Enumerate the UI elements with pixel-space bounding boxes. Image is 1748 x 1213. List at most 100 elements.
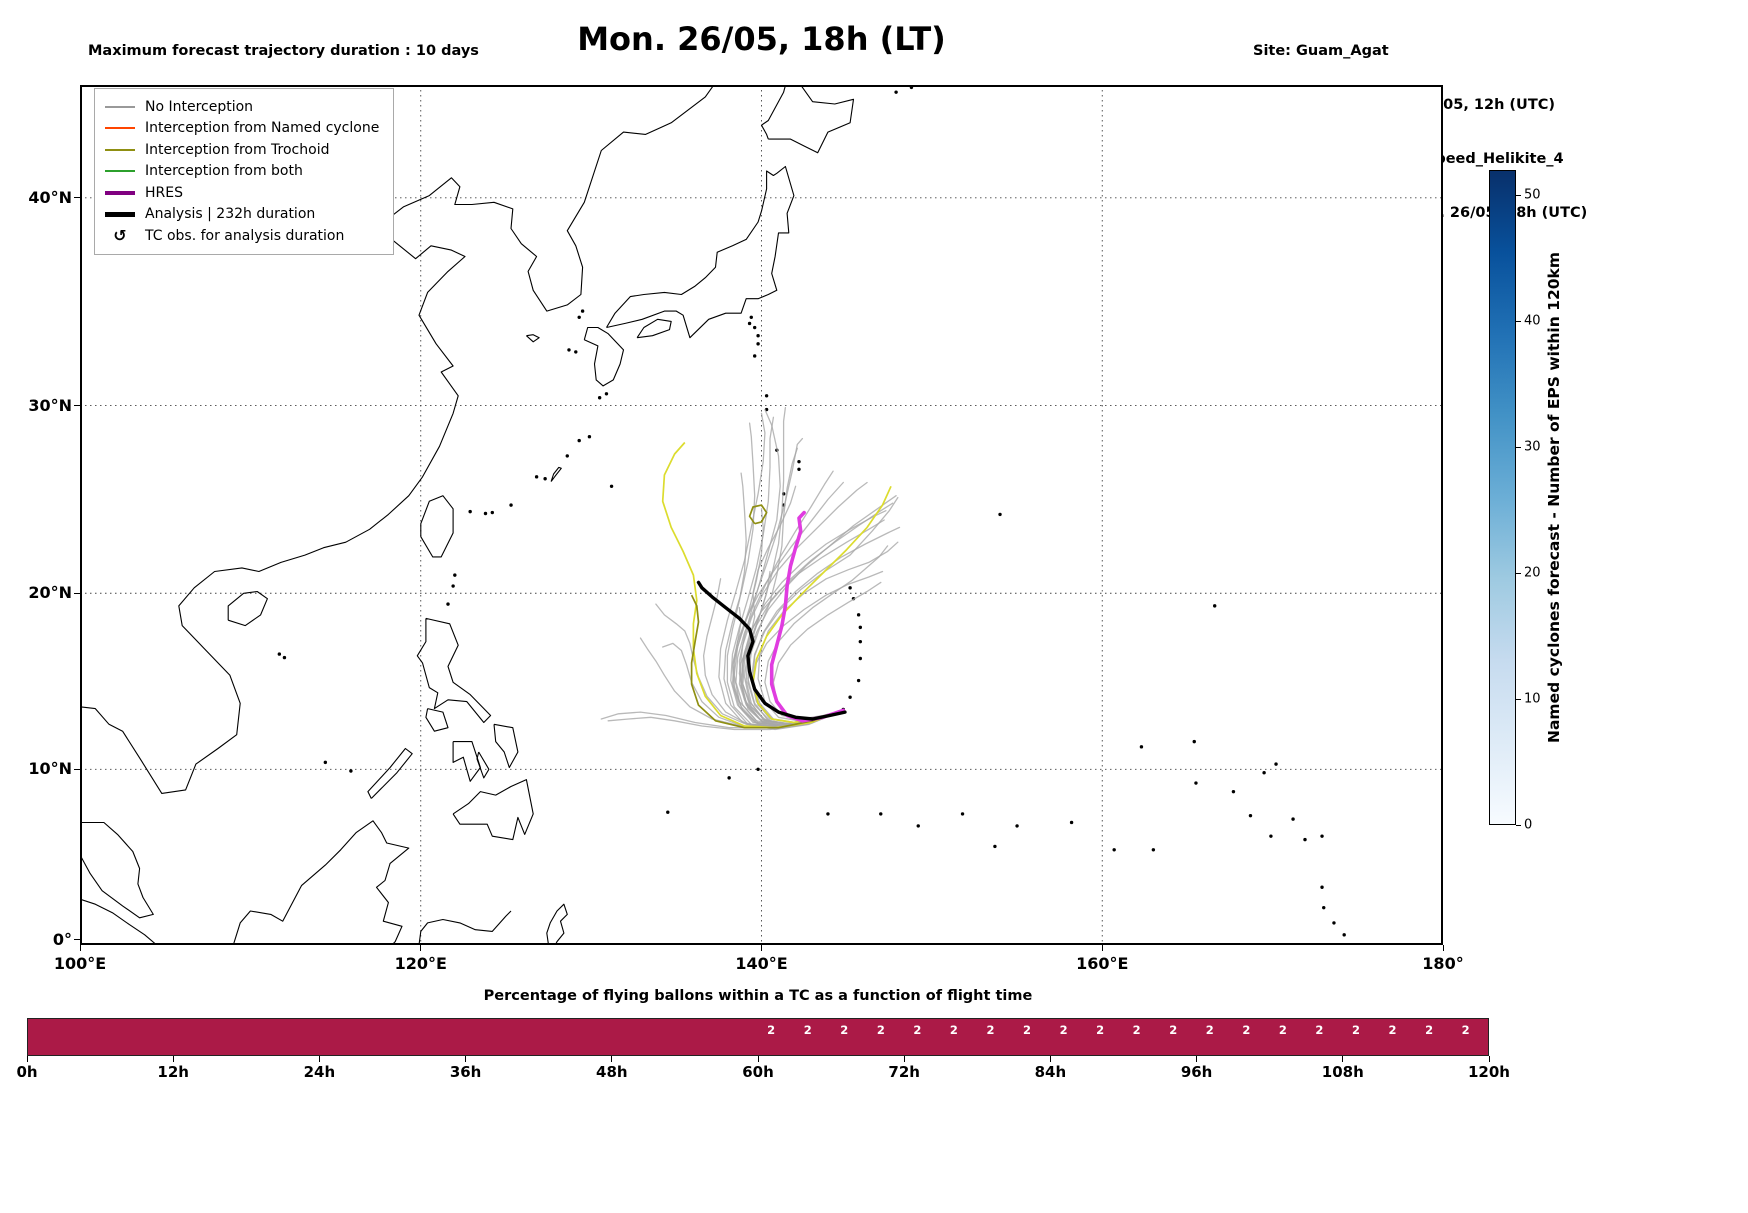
time-tick xyxy=(465,1056,467,1062)
legend-line-swatch xyxy=(105,127,135,130)
time-tick xyxy=(757,1056,759,1062)
bar-count-label: 2 xyxy=(949,1023,958,1037)
island-dot xyxy=(577,315,581,319)
time-tick xyxy=(1488,1056,1490,1062)
time-tick-label: 48h xyxy=(596,1063,628,1081)
island-dot xyxy=(848,695,852,699)
island-dot xyxy=(1248,813,1253,818)
legend-label: TC obs. for analysis duration xyxy=(145,227,345,244)
lon-tick-label: 160°E xyxy=(1076,954,1129,973)
trajectory-analysis xyxy=(696,580,847,721)
time-tick xyxy=(1196,1056,1198,1062)
island-dot xyxy=(1231,789,1236,794)
island-dot xyxy=(749,315,753,319)
island-dot xyxy=(826,812,830,816)
coastline xyxy=(606,165,795,339)
island-dot xyxy=(483,511,488,516)
time-tick xyxy=(903,1056,905,1062)
island-dot xyxy=(1303,837,1307,842)
bar-count-label: 2 xyxy=(1132,1023,1141,1037)
island-dot xyxy=(998,512,1002,517)
island-dot xyxy=(752,354,757,358)
bar-count-label: 2 xyxy=(1388,1023,1397,1037)
island-dot xyxy=(848,586,852,590)
coastline xyxy=(420,495,454,558)
legend-line-swatch xyxy=(105,148,135,151)
legend-item: Interception from Trochoid xyxy=(105,139,379,161)
island-dot xyxy=(1112,848,1116,852)
legend-label: Interception from Named cyclone xyxy=(145,120,380,137)
island-dot xyxy=(597,396,602,400)
coastline xyxy=(367,747,413,799)
island-dot xyxy=(797,467,801,471)
param-line: Maximum forecast trajectory duration : 1… xyxy=(88,43,479,59)
island-dot xyxy=(1322,905,1326,910)
lat-tick-label: 20°N xyxy=(28,583,72,603)
island-dot xyxy=(1194,781,1198,785)
island-dot xyxy=(858,625,863,630)
coastline xyxy=(80,85,715,794)
trajectory-trochoid-yellow xyxy=(661,441,844,729)
plot-title: Mon. 26/05, 18h (LT) xyxy=(577,20,946,58)
colorbar-tick xyxy=(1516,698,1521,700)
bar-count-label: 2 xyxy=(1169,1023,1178,1037)
trajectory-eps xyxy=(772,581,882,720)
island-dot xyxy=(666,810,670,814)
coastline xyxy=(476,751,490,779)
map-legend: No Interception Interception from Named c… xyxy=(94,88,395,255)
colorbar-label: Named cyclones forecast - Number of EPS … xyxy=(1545,252,1563,743)
island-dot xyxy=(567,348,571,352)
bar-count-label: 2 xyxy=(1205,1023,1214,1037)
time-tick-label: 36h xyxy=(449,1063,482,1081)
coastline xyxy=(227,590,268,627)
lat-tick xyxy=(74,592,80,594)
island-dot xyxy=(752,325,757,330)
trajectory-eps xyxy=(702,578,844,727)
coastline xyxy=(425,708,449,732)
colorbar-tick-label: 20 xyxy=(1524,565,1541,581)
time-tick-label: 60h xyxy=(742,1063,774,1081)
bar-count-label: 2 xyxy=(876,1023,885,1037)
island-dot xyxy=(879,812,883,816)
bar-count-label: 2 xyxy=(1425,1023,1434,1037)
island-dot xyxy=(1320,834,1324,838)
legend-item: HRES xyxy=(105,182,379,204)
coastline xyxy=(760,85,855,154)
lat-tick xyxy=(74,939,80,941)
time-tick xyxy=(611,1056,613,1062)
colorbar-tick xyxy=(1516,320,1521,322)
island-dot xyxy=(1269,834,1273,838)
trajectory-eps xyxy=(764,545,889,720)
legend-line-swatch xyxy=(105,105,135,108)
lat-tick-label: 0° xyxy=(52,929,72,949)
legend-label: Interception from both xyxy=(145,163,303,180)
island-dot xyxy=(282,655,287,660)
lon-tick xyxy=(1442,945,1444,951)
lon-tick xyxy=(79,945,81,951)
lat-tick xyxy=(74,768,80,770)
lon-tick-label: 120°E xyxy=(394,954,447,973)
island-dot xyxy=(1015,824,1019,828)
trajectory-eps xyxy=(747,447,844,725)
coastline xyxy=(636,318,672,339)
bar-count-label: 2 xyxy=(767,1023,776,1037)
legend-line-swatch xyxy=(105,212,135,217)
lat-tick-label: 10°N xyxy=(28,759,72,779)
island-dot xyxy=(916,824,920,828)
island-dot xyxy=(277,652,282,656)
lat-tick xyxy=(74,197,80,199)
island-dot xyxy=(756,767,760,771)
island-dot xyxy=(856,613,861,617)
lon-tick xyxy=(420,945,422,951)
island-dot xyxy=(451,584,455,588)
time-tick-label: 120h xyxy=(1468,1063,1510,1081)
island-dot xyxy=(587,435,592,439)
legend-label: Analysis | 232h duration xyxy=(145,206,316,223)
bar-count-label: 2 xyxy=(1351,1023,1360,1037)
trajectory-trochoid-olive xyxy=(690,594,844,729)
coastline xyxy=(232,820,410,945)
island-dot xyxy=(1212,604,1217,608)
colorbar-tick xyxy=(1516,446,1521,448)
island-dot xyxy=(1192,739,1196,744)
island-dot xyxy=(468,509,472,514)
